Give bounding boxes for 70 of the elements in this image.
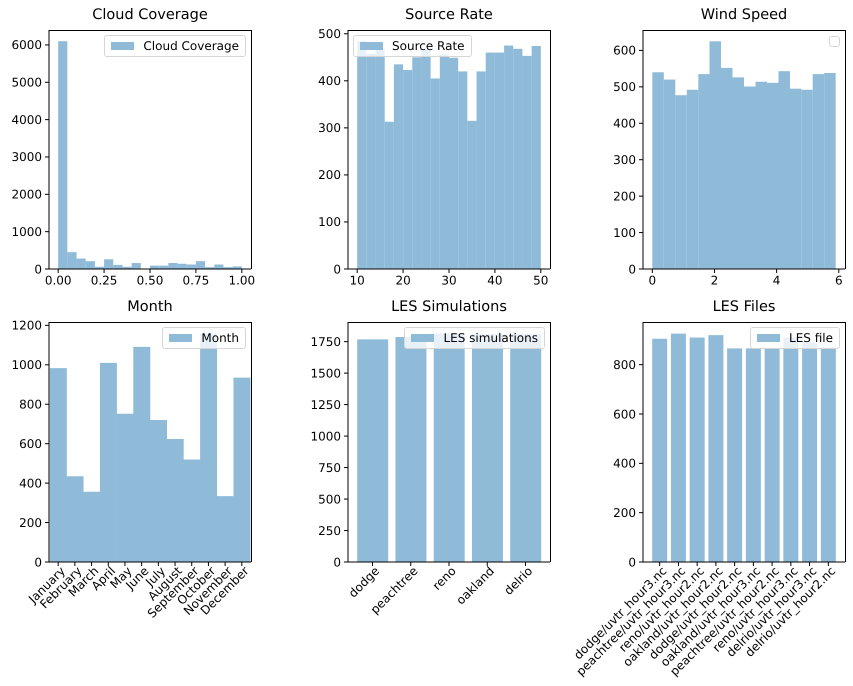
y-tick-label: 0 — [34, 262, 42, 276]
y-tick-label: 1200 — [11, 318, 42, 333]
y-tick-label: 4000 — [11, 112, 42, 127]
y-tick-label: 200 — [318, 168, 341, 182]
y-tick-label: 400 — [613, 456, 636, 471]
x-tick-label: 2 — [710, 274, 718, 288]
y-tick-label: 600 — [19, 436, 42, 451]
chart-title: Wind Speed — [700, 6, 788, 25]
y-tick-label: 1250 — [310, 398, 341, 412]
legend-label: Cloud Coverage — [143, 39, 239, 53]
y-tick-label: 5000 — [11, 76, 42, 90]
bar — [764, 348, 780, 562]
x-tick-label: 4 — [772, 274, 780, 288]
bar — [820, 347, 836, 562]
y-tick-label: 500 — [613, 80, 636, 94]
chart-title: LES Simulations — [390, 298, 508, 317]
y-tick-label: 250 — [318, 524, 341, 538]
chart-title: Cloud Coverage — [91, 6, 209, 25]
y-tick-label: 6000 — [11, 38, 42, 52]
bar — [708, 335, 724, 562]
y-tick-label: 1000 — [11, 224, 42, 239]
x-tick-label: 10 — [350, 274, 365, 288]
y-tick-label: 200 — [613, 189, 636, 204]
chart-title: Month — [126, 298, 174, 317]
x-tick-label: 20 — [395, 274, 411, 288]
x-tick-label: 0.50 — [136, 274, 164, 288]
y-tick-label: 2000 — [11, 188, 42, 202]
y-tick-label: 100 — [613, 226, 636, 240]
y-tick-label: 1000 — [310, 429, 341, 444]
bar — [652, 338, 668, 562]
legend-label: Month — [201, 331, 239, 345]
legend-label: LES simulations — [443, 331, 538, 345]
y-tick-label: 500 — [318, 27, 341, 42]
chart-title: Source Rate — [404, 6, 494, 25]
bar — [690, 338, 705, 562]
y-tick-label: 1000 — [11, 358, 42, 372]
y-tick-label: 600 — [613, 44, 636, 58]
chart-title: LES Files — [712, 298, 776, 317]
legend-label: Source Rate — [392, 39, 465, 53]
y-tick-label: 0 — [628, 262, 636, 276]
y-tick-label: 0 — [333, 262, 341, 276]
y-tick-label: 300 — [613, 152, 636, 167]
y-tick-label: 750 — [318, 460, 341, 475]
y-tick-label: 3000 — [11, 150, 42, 164]
y-tick-label: 800 — [19, 397, 42, 412]
y-tick-label: 400 — [318, 74, 341, 88]
y-tick-label: 400 — [19, 476, 42, 490]
x-tick-label: 0.00 — [44, 274, 72, 288]
legend-label: LES file — [789, 331, 833, 345]
x-tick-label: 6 — [834, 274, 843, 288]
x-tick-label: 0 — [648, 274, 656, 288]
y-tick-label: 1750 — [310, 334, 341, 349]
x-tick-label: 50 — [533, 274, 548, 288]
bar — [746, 348, 761, 562]
x-tick-label: 1.00 — [228, 274, 256, 288]
y-tick-label: 600 — [613, 407, 636, 422]
bar — [727, 348, 742, 562]
y-tick-label: 200 — [19, 516, 42, 530]
y-tick-label: 100 — [318, 215, 341, 230]
y-tick-label: 400 — [613, 116, 636, 131]
x-tick-label: 0.25 — [90, 274, 118, 288]
x-tick-label: 40 — [487, 274, 503, 288]
x-tick-label: 30 — [441, 274, 457, 288]
y-tick-label: 300 — [318, 121, 341, 136]
x-tick-label: 0.75 — [182, 274, 210, 288]
y-tick-label: 500 — [318, 492, 341, 506]
bar — [670, 334, 686, 562]
y-tick-label: 1500 — [310, 366, 341, 380]
y-tick-label: 800 — [613, 358, 636, 372]
y-tick-label: 200 — [613, 506, 636, 520]
